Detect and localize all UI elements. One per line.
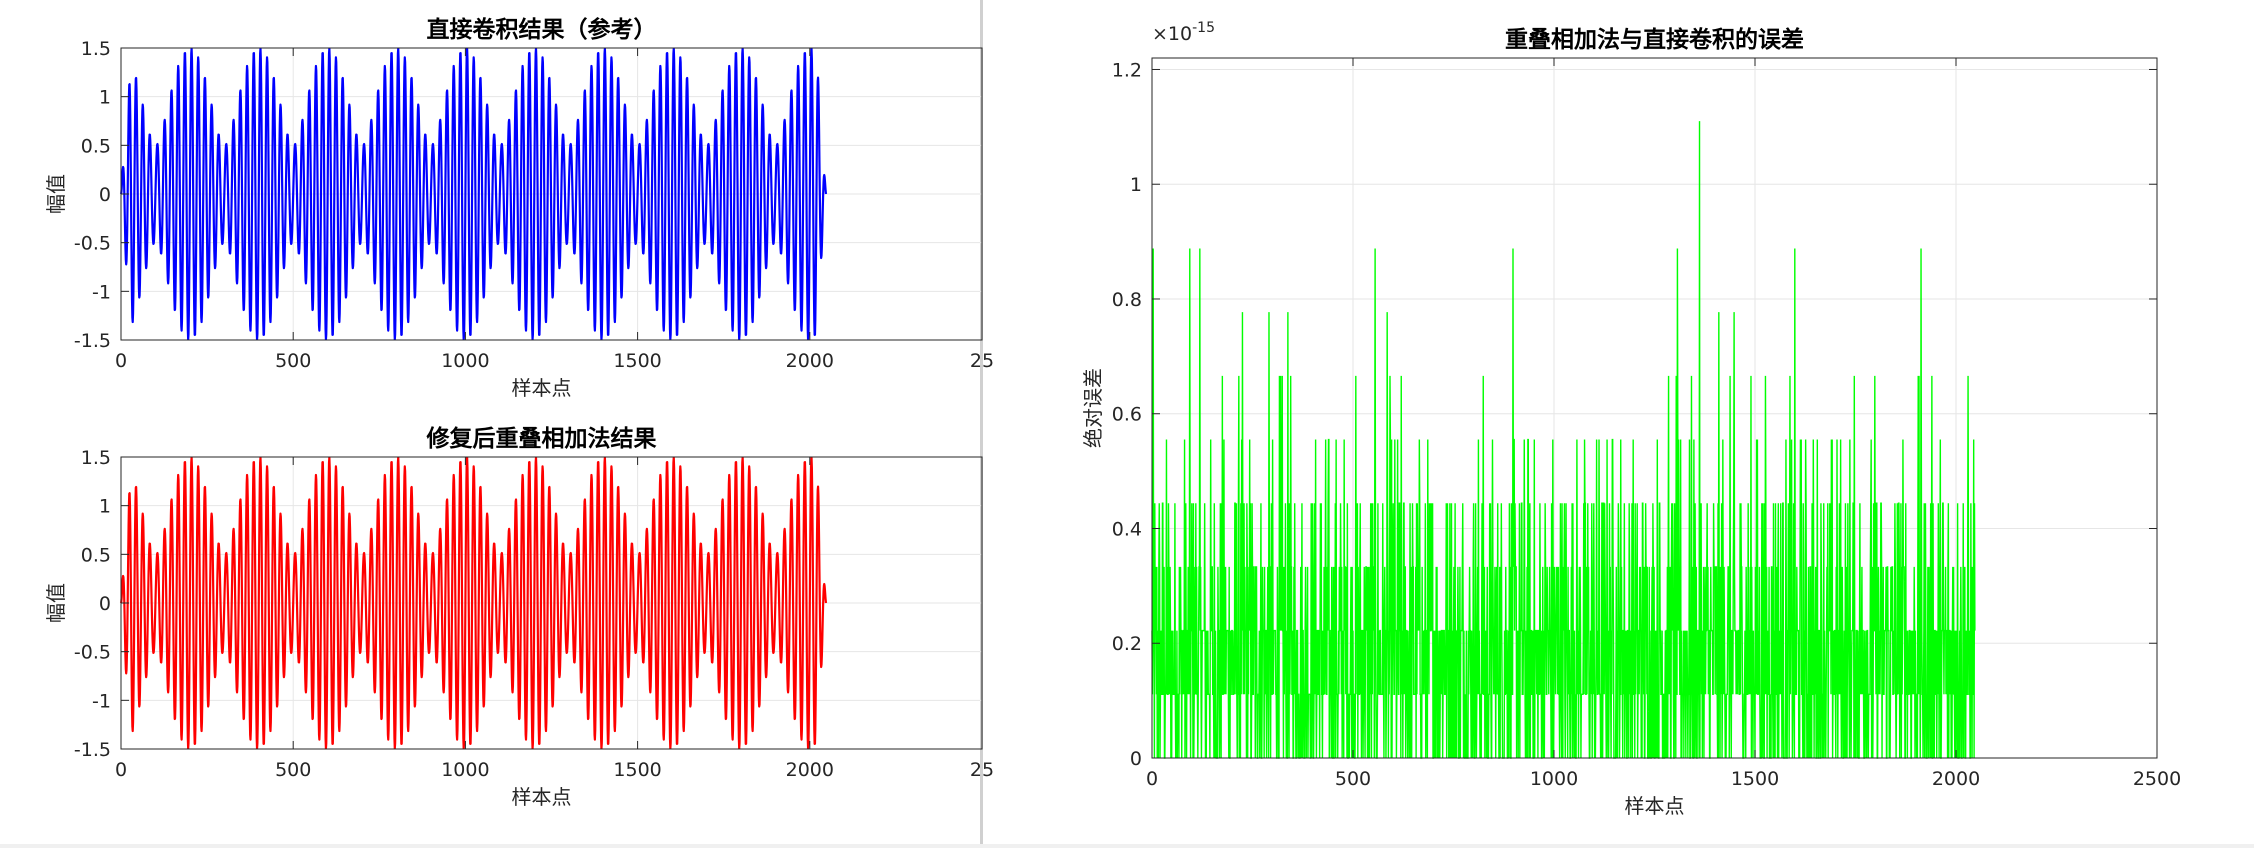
chart-error: 0 500 1000 1500 2000 2500 0 0.2 0.4 0.6 0.8 1 1.2 重… [1081,20,2181,818]
x-axis-label: 样本点 [1625,794,1685,818]
tick-marks [1151,58,2158,759]
y-tick-label: -1 [92,281,111,303]
right-figure-background [983,0,2254,844]
x-tick-labels: 0 500 1000 1500 2000 25 [115,759,994,781]
y-tick-label: 1 [99,87,111,109]
x-tick-label: 1000 [1530,768,1578,790]
y-tick-label: 0.2 [1112,633,1142,655]
y-tick-label: 0 [99,184,111,206]
plot-area [1151,121,1976,759]
chart-title: 重叠相加法与直接卷积的误差 [1505,26,1804,53]
x-tick-label: 2000 [786,759,834,781]
x-tick-label: 500 [275,759,311,781]
y-tick-label: -0.5 [74,233,111,255]
x-tick-label: 1500 [1731,768,1779,790]
y-tick-label: -1.5 [74,739,111,761]
left-figure-background [0,0,982,844]
y-tick-label: 1.2 [1112,59,1142,81]
y-tick-label: 0.5 [81,544,111,566]
y-exponent-power: -15 [1192,20,1215,36]
y-tick-label: 0.5 [81,135,111,157]
y-tick-label: 0.4 [1112,518,1142,540]
x-tick-label: 2000 [1932,768,1980,790]
y-tick-label: 0 [1130,748,1142,770]
x-tick-label-partial: 25 [970,350,994,372]
y-axis-label: 幅值 [44,583,68,623]
tick-marks [120,456,811,750]
x-tick-label: 1000 [441,350,489,372]
x-tick-label: 2000 [786,350,834,372]
y-exponent-base: ×10 [1152,23,1192,45]
x-tick-label: 0 [1146,768,1158,790]
y-tick-label: 1 [99,496,111,518]
x-tick-label: 0 [115,759,127,781]
series-line [119,456,828,750]
series-line [119,47,828,341]
x-tick-label: 2500 [2133,768,2181,790]
axes-frame [1151,57,2158,759]
x-tick-labels: 0 500 1000 1500 2000 2500 [1146,768,2181,790]
plot-area [119,456,828,750]
x-tick-label: 500 [275,350,311,372]
y-axis-label: 绝对误差 [1081,368,1105,448]
x-tick-label: 1500 [613,759,661,781]
series-line [1151,121,1976,759]
x-tick-label: 500 [1335,768,1371,790]
y-tick-label: 1.5 [81,38,111,60]
y-tick-label: 0.6 [1112,404,1142,426]
y-tick-labels: 0 0.2 0.4 0.6 0.8 1 1.2 [1112,59,1142,770]
x-tick-labels: 0 500 1000 1500 2000 25 [115,350,994,372]
y-tick-label: 0 [99,593,111,615]
chart-direct-conv: 0 500 1000 1500 2000 25 -1.5 -1 -0.5 0 0.5 1 1.5 直接… [44,16,994,400]
chart-title: 修复后重叠相加法结果 [426,425,657,452]
y-tick-labels: -1.5 -1 -0.5 0 0.5 1 1.5 [74,447,111,761]
chart-title: 直接卷积结果（参考） [427,16,657,43]
y-tick-label: -0.5 [74,642,111,664]
y-tick-label: 1.5 [81,447,111,469]
chart-ola-fixed: 0 500 1000 1500 2000 25 -1.5 -1 -0.5 0 0.5 1 1.5 修复… [44,425,994,809]
x-tick-label: 1500 [613,350,661,372]
left-figure-edge [980,0,983,844]
y-tick-label: 0.8 [1112,289,1142,311]
x-axis-label: 样本点 [512,376,572,400]
y-tick-label: 1 [1130,174,1142,196]
y-exponent-label: ×10-15 [1152,20,1215,45]
tick-marks [120,47,811,341]
x-tick-label: 1000 [441,759,489,781]
plot-area [119,47,828,341]
y-tick-labels: -1.5 -1 -0.5 0 0.5 1 1.5 [74,38,111,352]
x-tick-label-partial: 25 [970,759,994,781]
y-tick-label: -1 [92,690,111,712]
y-tick-label: -1.5 [74,330,111,352]
x-tick-label: 0 [115,350,127,372]
x-axis-label: 样本点 [512,785,572,809]
y-axis-label: 幅值 [44,174,68,214]
